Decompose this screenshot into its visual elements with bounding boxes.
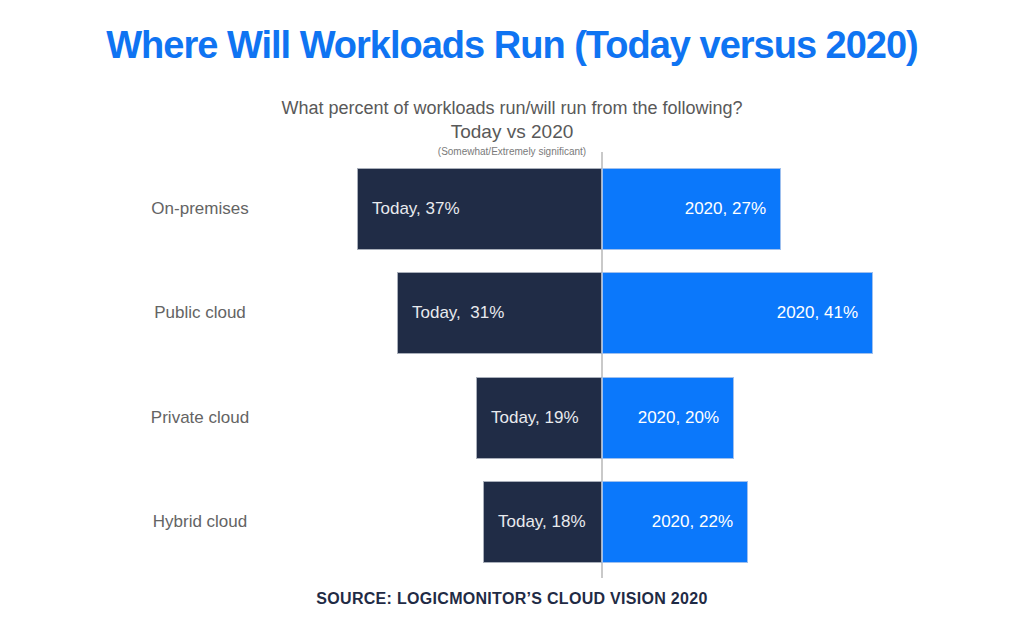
category-label: Public cloud xyxy=(85,272,315,354)
bar-2020: 2020, 27% xyxy=(602,168,781,250)
bar-value-label-2020: 2020, 20% xyxy=(638,408,719,428)
bar-value-label-today: Today, 31% xyxy=(412,303,504,323)
bar-value-label-2020: 2020, 41% xyxy=(777,303,858,323)
bar-today: Today, 19% xyxy=(476,377,602,459)
bar-today: Today, 37% xyxy=(357,168,602,250)
bar-today: Today, 18% xyxy=(483,481,602,563)
bar-2020: 2020, 22% xyxy=(602,481,748,563)
bar-value-label-2020: 2020, 27% xyxy=(685,199,766,219)
category-label: Hybrid cloud xyxy=(85,481,315,563)
bar-2020: 2020, 41% xyxy=(602,272,873,354)
bar-value-label-today: Today, 19% xyxy=(491,408,579,428)
source-caption: SOURCE: LOGICMONITOR’S CLOUD VISION 2020 xyxy=(0,590,1024,608)
bar-2020: 2020, 20% xyxy=(602,377,734,459)
bar-value-label-2020: 2020, 22% xyxy=(652,512,733,532)
category-label: Private cloud xyxy=(85,377,315,459)
bar-value-label-today: Today, 18% xyxy=(498,512,586,532)
chart-page: Where Will Workloads Run (Today versus 2… xyxy=(0,0,1024,632)
bar-today: Today, 31% xyxy=(397,272,602,354)
bar-value-label-today: Today, 37% xyxy=(372,199,460,219)
category-label: On-premises xyxy=(85,168,315,250)
plot-area: On-premises Today, 37% 2020, 27% Public clo… xyxy=(0,0,1024,632)
